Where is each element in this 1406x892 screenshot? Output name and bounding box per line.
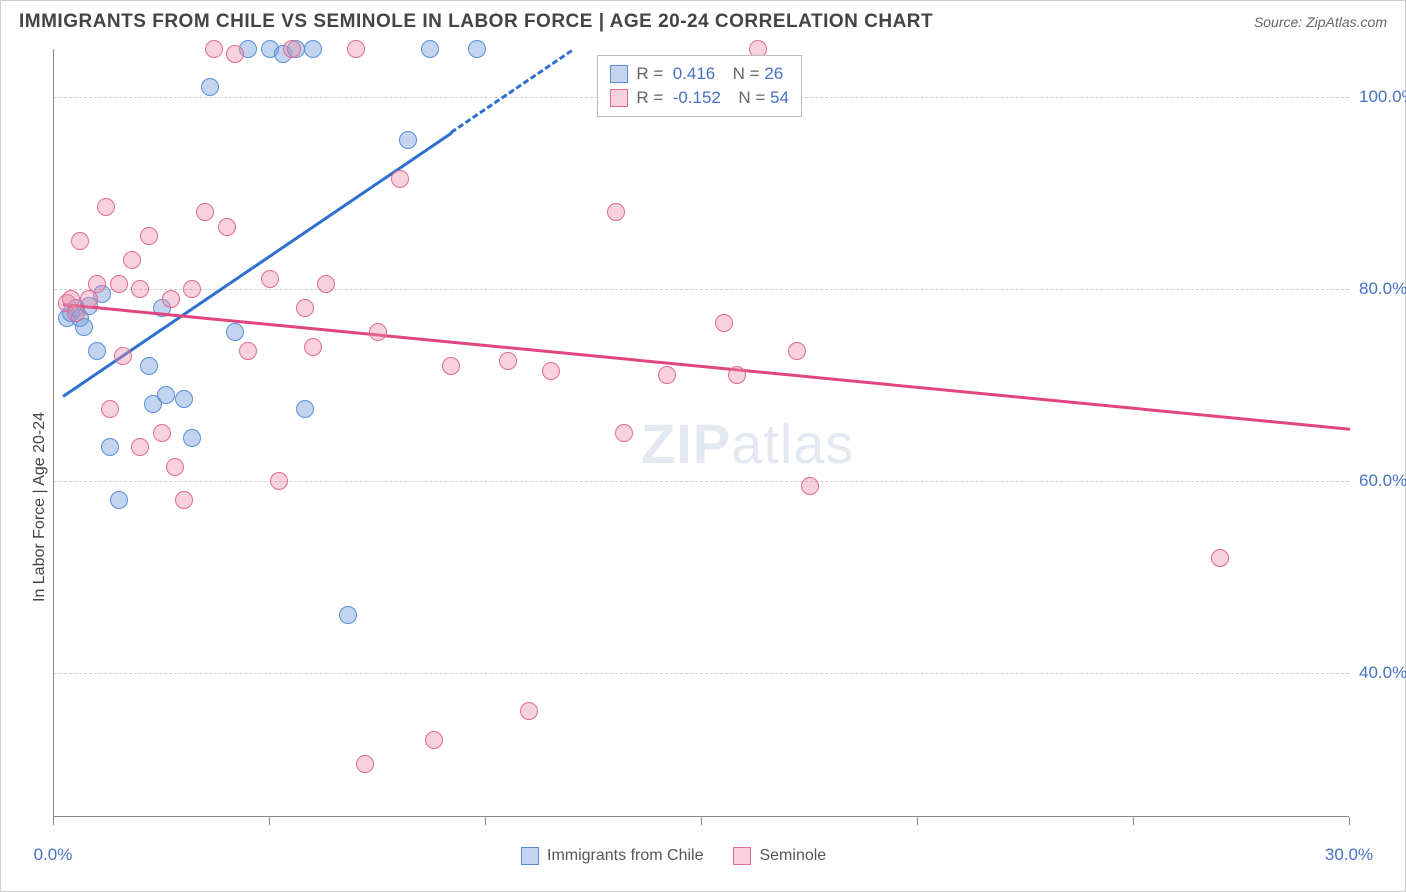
- marker-chile: [226, 323, 244, 341]
- marker-seminole: [728, 366, 746, 384]
- title-bar: IMMIGRANTS FROM CHILE VS SEMINOLE IN LAB…: [19, 11, 1387, 33]
- marker-seminole: [356, 755, 374, 773]
- marker-chile: [175, 390, 193, 408]
- marker-chile: [296, 400, 314, 418]
- legend-swatch-chile: [610, 65, 628, 83]
- legend-swatch-seminole: [610, 89, 628, 107]
- marker-seminole: [175, 491, 193, 509]
- x-tick-mark: [701, 817, 702, 825]
- marker-seminole: [499, 352, 517, 370]
- marker-seminole: [97, 198, 115, 216]
- plot-area: [53, 49, 1349, 817]
- marker-seminole: [801, 477, 819, 495]
- legend-row-seminole: R = -0.152 N = 54: [610, 86, 789, 110]
- marker-seminole: [131, 438, 149, 456]
- marker-seminole: [123, 251, 141, 269]
- marker-seminole: [542, 362, 560, 380]
- marker-chile: [183, 429, 201, 447]
- marker-seminole: [239, 342, 257, 360]
- marker-seminole: [615, 424, 633, 442]
- bottom-legend-item-seminole: Seminole: [733, 847, 826, 865]
- marker-seminole: [1211, 549, 1229, 567]
- marker-seminole: [196, 203, 214, 221]
- marker-seminole: [391, 170, 409, 188]
- trend-line-chile-dashed: [451, 49, 574, 133]
- legend-n-seminole: N = 54: [729, 88, 789, 108]
- gridline-h: [54, 481, 1349, 482]
- y-tick-label: 100.0%: [1359, 87, 1406, 107]
- y-tick-label: 80.0%: [1359, 279, 1406, 299]
- marker-seminole: [442, 357, 460, 375]
- marker-seminole: [658, 366, 676, 384]
- marker-chile: [88, 342, 106, 360]
- marker-seminole: [140, 227, 158, 245]
- bottom-swatch-chile: [521, 847, 539, 865]
- bottom-label-seminole: Seminole: [759, 847, 826, 865]
- trend-line-seminole: [62, 303, 1350, 431]
- marker-seminole: [166, 458, 184, 476]
- marker-chile: [304, 40, 322, 58]
- gridline-h: [54, 673, 1349, 674]
- x-tick-mark: [53, 817, 54, 825]
- legend-row-chile: R = 0.416 N = 26: [610, 62, 789, 86]
- bottom-legend-item-chile: Immigrants from Chile: [521, 847, 703, 865]
- gridline-h: [54, 289, 1349, 290]
- marker-seminole: [317, 275, 335, 293]
- marker-seminole: [261, 270, 279, 288]
- series-legend: Immigrants from Chile Seminole: [521, 847, 826, 865]
- marker-seminole: [101, 400, 119, 418]
- bottom-swatch-seminole: [733, 847, 751, 865]
- marker-seminole: [218, 218, 236, 236]
- marker-seminole: [283, 40, 301, 58]
- marker-chile: [101, 438, 119, 456]
- y-axis-label: In Labor Force | Age 20-24: [31, 412, 49, 602]
- marker-chile: [421, 40, 439, 58]
- y-tick-label: 60.0%: [1359, 471, 1406, 491]
- chart-container: IMMIGRANTS FROM CHILE VS SEMINOLE IN LAB…: [0, 0, 1406, 892]
- marker-seminole: [520, 702, 538, 720]
- marker-seminole: [296, 299, 314, 317]
- marker-seminole: [607, 203, 625, 221]
- bottom-label-chile: Immigrants from Chile: [547, 847, 703, 865]
- marker-seminole: [425, 731, 443, 749]
- legend-r-seminole: R = -0.152: [636, 88, 721, 108]
- marker-seminole: [205, 40, 223, 58]
- y-tick-label: 40.0%: [1359, 663, 1406, 683]
- marker-seminole: [110, 275, 128, 293]
- marker-chile: [399, 131, 417, 149]
- marker-seminole: [88, 275, 106, 293]
- marker-seminole: [369, 323, 387, 341]
- marker-seminole: [183, 280, 201, 298]
- marker-chile: [201, 78, 219, 96]
- x-tick-label: 0.0%: [34, 845, 73, 865]
- marker-seminole: [304, 338, 322, 356]
- x-tick-mark: [485, 817, 486, 825]
- marker-seminole: [114, 347, 132, 365]
- marker-seminole: [131, 280, 149, 298]
- marker-seminole: [153, 424, 171, 442]
- marker-chile: [157, 386, 175, 404]
- x-tick-label: 30.0%: [1325, 845, 1373, 865]
- marker-seminole: [162, 290, 180, 308]
- marker-seminole: [788, 342, 806, 360]
- marker-seminole: [226, 45, 244, 63]
- x-tick-mark: [1349, 817, 1350, 825]
- source-label: Source: ZipAtlas.com: [1254, 14, 1387, 30]
- marker-chile: [468, 40, 486, 58]
- marker-seminole: [71, 232, 89, 250]
- marker-chile: [140, 357, 158, 375]
- legend-r-chile: R = 0.416: [636, 64, 715, 84]
- marker-seminole: [715, 314, 733, 332]
- marker-seminole: [67, 304, 85, 322]
- marker-chile: [339, 606, 357, 624]
- marker-seminole: [270, 472, 288, 490]
- x-tick-mark: [917, 817, 918, 825]
- x-tick-mark: [269, 817, 270, 825]
- chart-title: IMMIGRANTS FROM CHILE VS SEMINOLE IN LAB…: [19, 11, 933, 33]
- marker-chile: [110, 491, 128, 509]
- marker-seminole: [347, 40, 365, 58]
- correlation-legend: R = 0.416 N = 26R = -0.152 N = 54: [597, 55, 802, 117]
- legend-n-chile: N = 26: [723, 64, 783, 84]
- x-tick-mark: [1133, 817, 1134, 825]
